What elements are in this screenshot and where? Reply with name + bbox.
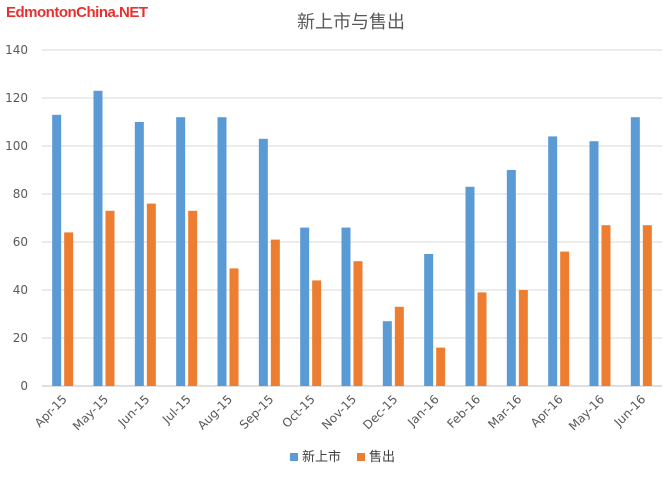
x-tick-label: Feb-16 <box>444 392 483 431</box>
x-tick-label: Dec-15 <box>360 392 400 432</box>
bar-new-listing <box>341 227 351 386</box>
bar-sold <box>229 268 239 386</box>
bar-new-listing <box>589 141 599 386</box>
bar-new-listing <box>258 138 268 386</box>
x-tick-label: Jul-15 <box>159 392 194 427</box>
x-tick-label: Nov-15 <box>319 392 359 432</box>
bar-sold <box>64 232 74 386</box>
legend-swatch <box>290 453 298 461</box>
bar-new-listing <box>548 136 558 386</box>
bar-new-listing <box>424 254 434 386</box>
y-tick-label: 80 <box>13 187 28 201</box>
bar-new-listing <box>382 321 392 386</box>
x-tick-label: May-16 <box>566 392 607 433</box>
x-tick-label: Jun-16 <box>611 392 649 430</box>
bar-new-listing <box>217 117 227 386</box>
bar-sold <box>188 210 198 386</box>
y-tick-label: 20 <box>13 331 28 345</box>
y-tick-label: 120 <box>5 91 28 105</box>
bar-new-listing <box>300 227 310 386</box>
x-tick-label: Oct-15 <box>279 392 317 430</box>
grid-lines <box>42 49 662 387</box>
legend-swatch <box>357 453 365 461</box>
x-tick-label: Apr-15 <box>32 392 70 430</box>
legend: 新上市 售出 <box>290 449 395 465</box>
site-logo: EdmontonChina.NET <box>6 4 148 21</box>
y-axis-ticks: 0 20 40 60 80 100 120 140 <box>5 43 28 393</box>
x-tick-label: Sep-15 <box>237 392 277 432</box>
bars <box>52 90 652 387</box>
bar-sold <box>436 347 446 386</box>
bar-new-listing <box>630 117 640 386</box>
bar-sold <box>601 225 611 386</box>
x-tick-label: Jun-15 <box>115 392 153 430</box>
x-tick-label: Aug-15 <box>195 392 235 432</box>
x-axis-ticks: Apr-15 May-15 Jun-15 Jul-15 Aug-15 Sep-15 Oct-… <box>32 392 649 433</box>
bar-new-listing <box>506 170 516 386</box>
legend-label: 售出 <box>369 449 395 465</box>
x-tick-label: Apr-16 <box>528 392 566 430</box>
bar-new-listing <box>93 90 103 387</box>
y-tick-label: 40 <box>13 283 28 297</box>
bar-sold <box>270 239 280 386</box>
bar-sold <box>353 261 363 386</box>
bar-sold <box>146 203 156 386</box>
x-tick-label: Jan-16 <box>404 392 442 430</box>
y-tick-label: 140 <box>5 43 28 57</box>
bar-sold <box>394 306 404 386</box>
y-tick-label: 0 <box>20 379 28 393</box>
bar-sold <box>105 210 115 386</box>
bar-new-listing <box>52 114 62 387</box>
bar-sold <box>477 292 487 386</box>
x-tick-label: Mar-16 <box>485 392 524 431</box>
bar-sold <box>518 290 528 386</box>
bar-new-listing <box>176 117 186 386</box>
x-tick-label: May-15 <box>70 392 111 433</box>
bar-sold <box>312 280 322 386</box>
y-tick-label: 100 <box>5 139 28 153</box>
bar-new-listing <box>465 186 475 386</box>
bar-sold <box>560 251 570 386</box>
bar-sold <box>642 225 652 386</box>
y-tick-label: 60 <box>13 235 28 249</box>
legend-label: 新上市 <box>302 449 341 465</box>
chart-title: 新上市与售出 <box>297 12 405 33</box>
bar-new-listing <box>134 122 144 386</box>
